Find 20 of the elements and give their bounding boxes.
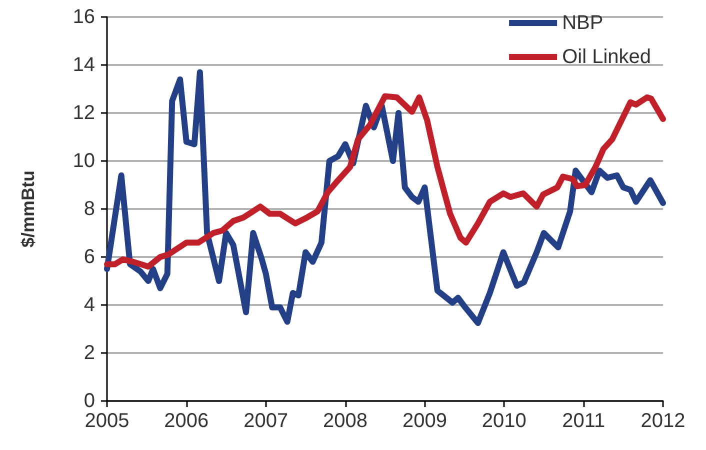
x-tick-label: 2007 — [244, 410, 288, 432]
x-tick-label: 2009 — [402, 410, 447, 432]
y-tick-label: 16 — [72, 6, 95, 28]
y-axis-title: $/mmBtu — [18, 170, 38, 248]
y-tick-label: 14 — [72, 54, 95, 76]
y-tick-label: 8 — [84, 198, 95, 220]
x-tick-label: 2010 — [482, 410, 526, 432]
x-tick-label: 2008 — [323, 410, 368, 432]
y-tick-label: 12 — [72, 102, 95, 124]
y-tick-label: 10 — [72, 150, 95, 172]
x-tick-label: 2012 — [640, 410, 686, 432]
x-tick-label: 2006 — [164, 410, 209, 432]
y-tick-label: 6 — [84, 246, 95, 268]
x-tick-label: 2005 — [84, 410, 130, 432]
y-tick-label: 2 — [84, 342, 95, 364]
legend-label: NBP — [562, 12, 604, 34]
y-tick-label: 4 — [84, 294, 95, 316]
x-tick-label: 2011 — [562, 410, 606, 432]
y-tick-label: 0 — [84, 390, 95, 412]
legend-label: Oil Linked — [562, 46, 651, 68]
